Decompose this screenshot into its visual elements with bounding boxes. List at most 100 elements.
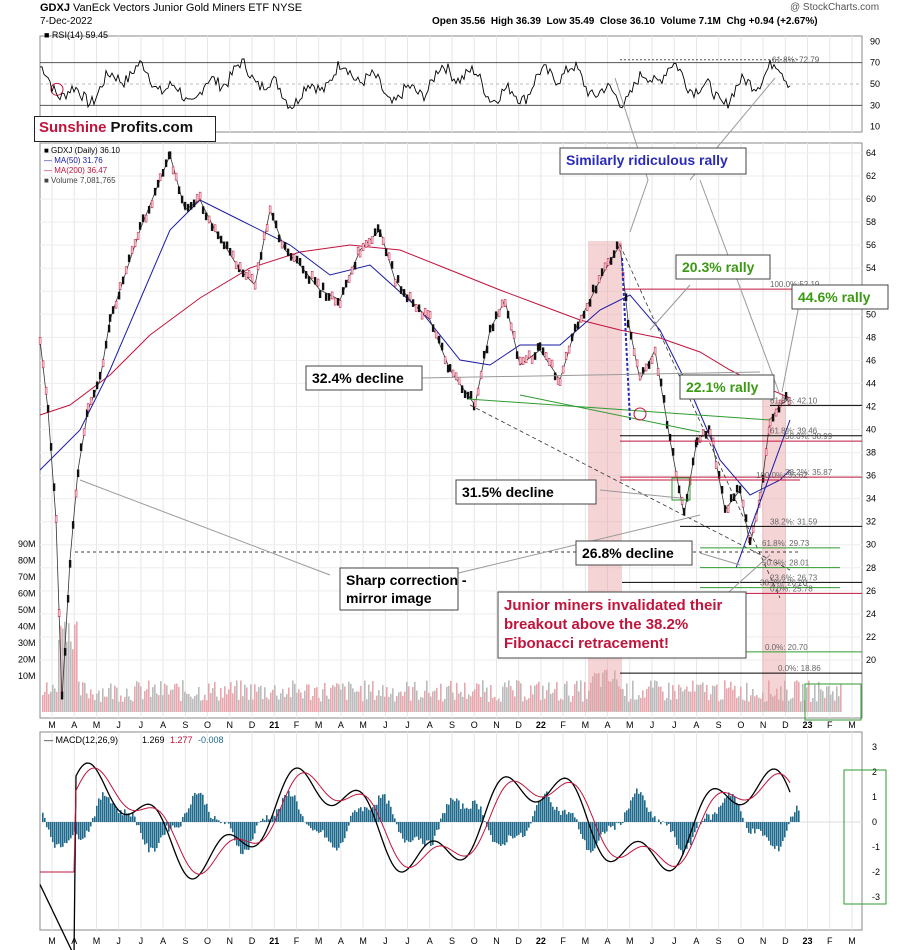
macd-histogram-bar bbox=[394, 818, 396, 822]
price-candle bbox=[476, 387, 480, 396]
macd-histogram-bar bbox=[574, 817, 576, 822]
price-candle bbox=[576, 321, 580, 330]
macd-histogram-bar bbox=[198, 793, 200, 822]
price-candle bbox=[130, 246, 134, 254]
volume-bar bbox=[592, 676, 594, 712]
price-candle bbox=[536, 343, 540, 351]
quote-bar: Open 35.56 High 36.39 Low 35.49 Close 36… bbox=[432, 16, 818, 27]
volume-bar bbox=[450, 681, 452, 712]
fib-label-f236: 23.6%: 26.73 bbox=[770, 573, 818, 582]
volume-bar bbox=[160, 681, 162, 712]
price-candle bbox=[635, 359, 639, 368]
macd-histogram-bar bbox=[64, 822, 66, 843]
price-candle bbox=[384, 248, 388, 257]
volume-bar bbox=[602, 672, 604, 712]
price-candle bbox=[473, 399, 477, 407]
macd-histogram-bar bbox=[244, 822, 246, 850]
macd-histogram-bar bbox=[100, 799, 102, 822]
volume-bar bbox=[490, 685, 492, 712]
macd-histogram-bar bbox=[752, 822, 754, 829]
price-candle bbox=[364, 240, 368, 248]
volume-bar bbox=[184, 691, 186, 712]
volume-bar bbox=[530, 685, 532, 712]
callout-rally-221-box bbox=[679, 374, 775, 400]
callout-rally-221-text: 22.1% rally bbox=[686, 379, 759, 395]
price-candle bbox=[38, 336, 42, 345]
macd-histogram-bar bbox=[584, 822, 586, 841]
price-candle bbox=[781, 395, 785, 403]
volume-bar bbox=[404, 691, 406, 712]
price-candle bbox=[144, 214, 148, 223]
volume-tick: 20M bbox=[18, 655, 36, 665]
macd-histogram-bar bbox=[614, 822, 616, 830]
macd-histogram-bar bbox=[790, 816, 792, 822]
volume-bar bbox=[652, 687, 654, 712]
volume-bar bbox=[528, 698, 530, 712]
price-candle bbox=[567, 345, 571, 354]
price-candle bbox=[485, 345, 489, 354]
x-tick-label-bottom: A bbox=[338, 936, 344, 946]
macd-histogram-bar bbox=[334, 822, 336, 848]
macd-histogram-bar bbox=[522, 822, 524, 838]
price-candle bbox=[313, 276, 317, 285]
green-box-price bbox=[804, 683, 862, 721]
macd-histogram-bar bbox=[212, 818, 214, 822]
macd-histogram-bar bbox=[342, 822, 344, 843]
macd-histogram-bar bbox=[642, 795, 644, 822]
price-candle bbox=[213, 224, 217, 233]
price-candle bbox=[597, 275, 601, 283]
price-tick: 26 bbox=[866, 586, 876, 596]
volume-bar bbox=[170, 689, 172, 712]
price-candle bbox=[76, 469, 80, 478]
macd-histogram-bar bbox=[144, 822, 146, 845]
macd-histogram-bar bbox=[202, 794, 204, 822]
macd-histogram-bar bbox=[110, 803, 112, 822]
volume-bar bbox=[100, 701, 102, 712]
macd-histogram-bar bbox=[132, 812, 134, 822]
volume-bar bbox=[556, 682, 558, 712]
price-candle bbox=[171, 166, 175, 175]
volume-bar bbox=[434, 690, 436, 712]
price-candle bbox=[177, 186, 181, 195]
volume-bar bbox=[262, 699, 264, 712]
volume-bar bbox=[760, 698, 762, 712]
macd-tick: -2 bbox=[872, 867, 880, 877]
macd-histogram-bar bbox=[758, 822, 760, 830]
macd-histogram-bar bbox=[120, 810, 122, 822]
volume-bar bbox=[636, 699, 638, 712]
volume-bar bbox=[52, 684, 54, 712]
price-candle bbox=[68, 560, 72, 568]
macd-histogram-bar bbox=[772, 822, 774, 847]
x-tick-label-top: A bbox=[338, 720, 344, 730]
price-candle bbox=[408, 291, 412, 300]
macd-histogram-bar bbox=[384, 794, 386, 822]
volume-bar bbox=[420, 697, 422, 712]
macd-histogram-bar bbox=[478, 809, 480, 822]
macd-histogram-bar bbox=[162, 822, 164, 836]
macd-histogram-bar bbox=[224, 822, 226, 825]
macd-histogram-bar bbox=[170, 822, 172, 830]
volume-bar bbox=[540, 699, 542, 712]
volume-bar bbox=[74, 624, 76, 712]
price-candle bbox=[370, 236, 374, 244]
macd-histogram-bar bbox=[528, 822, 530, 828]
macd-histogram-bar bbox=[516, 822, 518, 836]
macd-histogram-bar bbox=[794, 812, 796, 822]
volume-bar bbox=[428, 692, 430, 712]
volume-bar bbox=[744, 700, 746, 712]
volume-bar bbox=[554, 689, 556, 712]
macd-histogram-bar bbox=[332, 822, 334, 848]
volume-bar bbox=[182, 680, 184, 712]
volume-bar bbox=[706, 684, 708, 712]
x-tick-label-bottom: O bbox=[471, 936, 478, 946]
macd-histogram-bar bbox=[194, 792, 196, 822]
x-tick-label-top: M bbox=[582, 720, 590, 730]
price-candle bbox=[283, 242, 287, 250]
volume-bar bbox=[78, 681, 80, 712]
price-candle bbox=[189, 201, 193, 210]
macd-histogram-bar bbox=[158, 822, 160, 843]
volume-bar bbox=[214, 681, 216, 712]
macd-histogram-bar bbox=[550, 802, 552, 822]
volume-bar bbox=[796, 680, 798, 712]
volume-tick: 30M bbox=[18, 638, 36, 648]
